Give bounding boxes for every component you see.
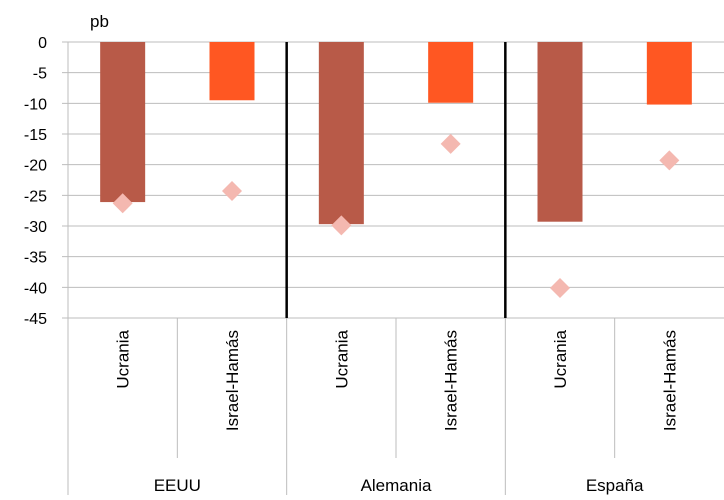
y-tick-label: -20 <box>24 158 47 175</box>
category-label: Israel-Hamás <box>223 330 242 431</box>
category-label: Ucrania <box>332 329 351 388</box>
diamond-marker <box>331 215 352 236</box>
y-tick-label: -30 <box>24 219 47 236</box>
category-label: Israel-Hamás <box>442 330 461 431</box>
bar-alemania-ucrania <box>318 42 364 225</box>
y-tick-label: -5 <box>33 66 47 83</box>
unit-label: pb <box>90 12 109 31</box>
gridlines <box>62 41 724 495</box>
bar-eeuu-israel-hamás <box>209 42 255 101</box>
diamond-marker <box>112 193 133 214</box>
bar-eeuu-ucrania <box>100 42 146 203</box>
bars <box>100 42 692 225</box>
y-axis-ticks: 0 -5 -10 -15 -20 -25 -30 -35 -40 -45 <box>24 35 47 328</box>
diamond-marker <box>440 133 461 154</box>
category-label: Ucrania <box>114 329 133 388</box>
category-label: Israel-Hamás <box>660 330 679 431</box>
y-tick-label: -40 <box>24 280 47 297</box>
bar-españa-ucrania <box>537 42 583 222</box>
diamond-marker <box>550 277 570 298</box>
x-axis-labels: EEUU Ucrania Israel-Hamás Alemania Ucrania Is… <box>114 329 680 495</box>
group-label: Alemania <box>361 476 432 495</box>
y-tick-label: -25 <box>24 188 47 205</box>
diamond-marker <box>222 181 242 202</box>
bar-alemania-israel-hamás <box>428 42 474 103</box>
y-tick-label: -45 <box>24 311 47 328</box>
diamond-marker <box>659 150 680 171</box>
bar-españa-israel-hamás <box>646 42 692 105</box>
group-label: España <box>586 476 644 495</box>
y-tick-label: -35 <box>24 250 47 267</box>
y-tick-label: 0 <box>38 35 47 52</box>
category-label: Ucrania <box>551 329 570 388</box>
markers <box>112 133 680 298</box>
y-tick-label: -10 <box>24 96 47 113</box>
group-label: EEUU <box>154 476 201 495</box>
group-separators <box>176 42 616 495</box>
y-tick-label: -15 <box>24 127 47 144</box>
